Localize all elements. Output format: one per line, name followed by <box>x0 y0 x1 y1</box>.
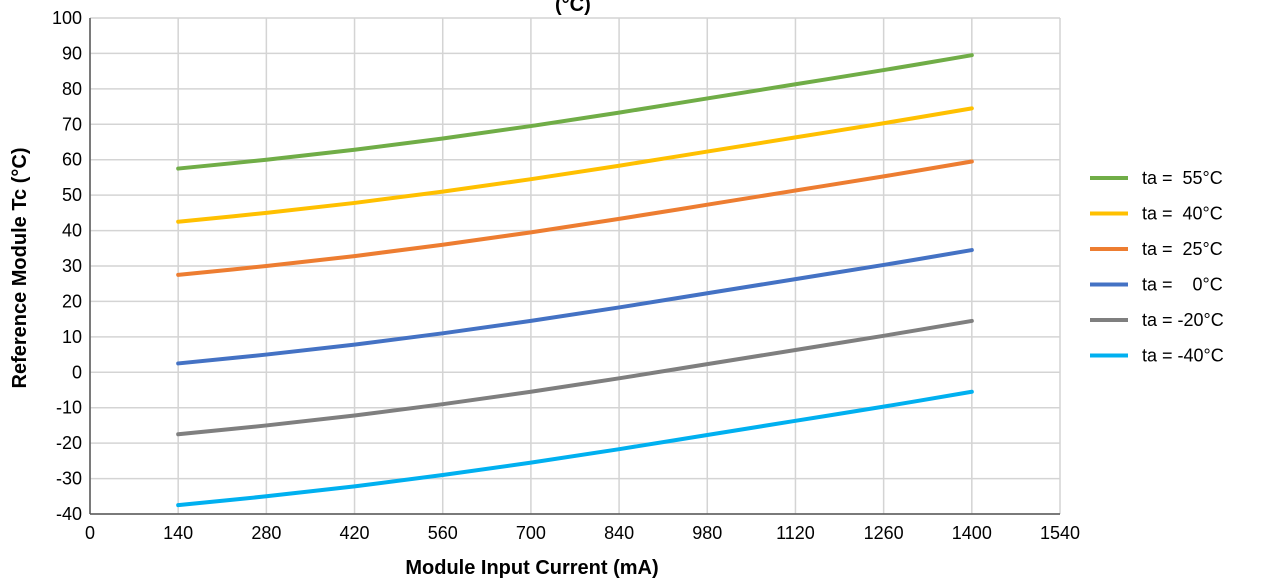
y-tick-label: -10 <box>56 398 82 418</box>
y-tick-label: 90 <box>62 43 82 63</box>
x-tick-label: 560 <box>428 523 458 543</box>
y-tick-label: -30 <box>56 469 82 489</box>
y-tick-label: -20 <box>56 433 82 453</box>
y-tick-label: 40 <box>62 221 82 241</box>
axes <box>89 18 1060 515</box>
x-tick-label: 840 <box>604 523 634 543</box>
x-tick-label: 980 <box>692 523 722 543</box>
x-tick-label: 280 <box>251 523 281 543</box>
x-tick-label: 420 <box>340 523 370 543</box>
legend-label: ta = -40°C <box>1142 346 1224 366</box>
y-axis-title: Reference Module Tc (°C) <box>9 148 31 389</box>
y-tick-label: -40 <box>56 504 82 524</box>
series-line <box>176 318 974 437</box>
x-tick-label: 140 <box>163 523 193 543</box>
x-tick-labels: 0 140 280 420 560 700 840 980 1120 1260 1400 1540 <box>85 523 1080 543</box>
x-tick-label: 1400 <box>952 523 992 543</box>
x-tick-label: 1540 <box>1040 523 1080 543</box>
series-line <box>176 248 974 366</box>
legend-label: ta = 55°C <box>1142 168 1223 188</box>
series-line <box>176 106 974 224</box>
y-tick-label: 80 <box>62 79 82 99</box>
series-line <box>176 53 974 171</box>
x-tick-label: 1260 <box>864 523 904 543</box>
legend-label: ta = 0°C <box>1142 275 1223 295</box>
y-tick-label: 0 <box>72 362 82 382</box>
y-tick-label: 100 <box>52 8 82 28</box>
series-lines <box>176 53 974 508</box>
x-axis-title: Module Input Current (mA) <box>405 557 658 579</box>
legend-label: ta = 40°C <box>1142 204 1223 224</box>
y-tick-label: 50 <box>62 185 82 205</box>
x-tick-label: 700 <box>516 523 546 543</box>
legend: ta = 55°C ta = 40°C ta = 25°C ta = 0°C ta = … <box>1090 168 1224 366</box>
y-tick-label: 70 <box>62 114 82 134</box>
legend-label: ta = -20°C <box>1142 310 1224 330</box>
y-tick-label: 60 <box>62 150 82 170</box>
chart-title: (°C) <box>555 0 591 16</box>
series-line <box>176 159 974 277</box>
legend-label: ta = 25°C <box>1142 239 1223 259</box>
y-tick-label: 20 <box>62 291 82 311</box>
grid <box>89 17 1061 515</box>
x-tick-label: 0 <box>85 523 95 543</box>
series-line <box>176 389 974 508</box>
y-tick-label: 30 <box>62 256 82 276</box>
x-tick-label: 1120 <box>776 523 815 543</box>
y-tick-label: 10 <box>62 327 82 347</box>
